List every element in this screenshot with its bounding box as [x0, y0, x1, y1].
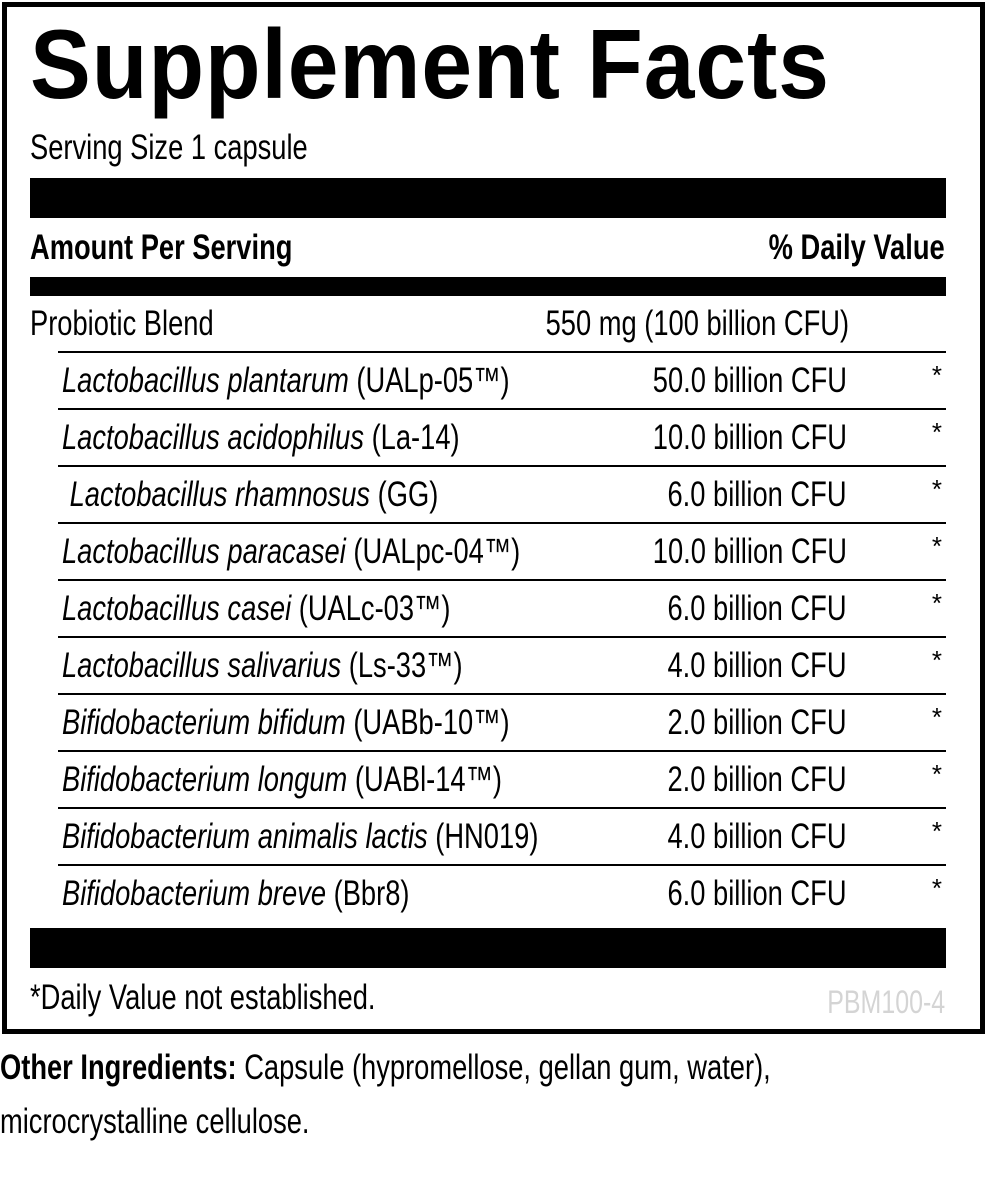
species: Bifidobacterium animalis lactis: [62, 817, 428, 856]
supplement-facts-panel: [2, 2, 985, 1034]
ingredient-amount: 4.0 billion CFU: [617, 817, 847, 857]
amount-per-serving-header: Amount Per Serving: [30, 228, 366, 268]
daily-value-mark: *: [931, 873, 942, 903]
ingredient-row: Lactobacillus plantarum (UALp-05™) 50.0 b…: [30, 353, 946, 410]
serving-size-text: Serving Size 1 capsule: [30, 128, 308, 167]
species: Lactobacillus casei: [62, 589, 292, 628]
ingredient-name: Lactobacillus paracasei (UALpc-04™): [62, 532, 650, 572]
ingredient-name: Bifidobacterium animalis lactis (HN019): [62, 817, 673, 857]
other-ingredients-line2: microcrystalline cellulose.: [0, 1102, 397, 1142]
daily-value-mark: *: [931, 759, 942, 789]
species: Lactobacillus acidophilus: [62, 418, 365, 457]
ingredient-amount: 6.0 billion CFU: [617, 589, 847, 629]
ingredient-amount: 2.0 billion CFU: [617, 760, 847, 800]
strain: (UALc-03™): [291, 589, 451, 628]
daily-value-mark: *: [931, 360, 942, 390]
ingredient-name: Bifidobacterium breve (Bbr8): [62, 874, 507, 914]
product-code: PBM100-4: [794, 984, 945, 1021]
ingredient-row: Bifidobacterium longum (UABl-14™) 2.0 bil…: [30, 752, 946, 809]
amount-text: 2.0 billion CFU: [667, 760, 847, 799]
ingredient-row: Lactobacillus paracasei (UALpc-04™) 10.0 …: [30, 524, 946, 581]
strain: (UABb-10™): [345, 703, 510, 742]
strain: (GG): [370, 475, 439, 514]
ingredient-amount: 6.0 billion CFU: [617, 475, 847, 515]
daily-value-header: % Daily Value: [719, 228, 945, 268]
strain: (UALp-05™): [348, 361, 510, 400]
other-ingredients: Other Ingredients: Capsule (hypromellose…: [0, 1048, 987, 1088]
thick-divider: [30, 178, 946, 218]
species: Bifidobacterium breve: [62, 874, 327, 913]
species: Lactobacillus salivarius: [62, 646, 342, 685]
ingredient-name: Lactobacillus salivarius (Ls-33™): [62, 646, 576, 686]
amount-header-text: Amount Per Serving: [30, 228, 293, 267]
ingredient-amount: 10.0 billion CFU: [598, 418, 847, 458]
thick-divider-bottom: [30, 928, 946, 968]
other-ingredients-label: Other Ingredients:: [0, 1048, 237, 1087]
blend-name-text: Probiotic Blend: [30, 304, 214, 343]
ingredient-row: Bifidobacterium bifidum (UABb-10™) 2.0 bi…: [30, 695, 946, 752]
ingredient-row: Lactobacillus casei (UALc-03™) 6.0 billio…: [30, 581, 946, 638]
strain: (UALpc-04™): [345, 532, 521, 571]
ingredient-amount: 6.0 billion CFU: [617, 874, 847, 914]
species: Lactobacillus rhamnosus: [62, 475, 371, 514]
footnote-text: *Daily Value not established.: [30, 978, 376, 1017]
daily-value-mark: *: [931, 474, 942, 504]
amount-text: 6.0 billion CFU: [667, 874, 847, 913]
strain: (La-14): [364, 418, 460, 457]
ingredient-name: Bifidobacterium longum (UABl-14™): [62, 760, 626, 800]
daily-value-mark: *: [931, 645, 942, 675]
strain: (HN019): [427, 817, 539, 856]
ingredient-name: Lactobacillus plantarum (UALp-05™): [62, 361, 636, 401]
ingredient-name: Lactobacillus acidophilus (La-14): [62, 418, 572, 458]
amount-text: 6.0 billion CFU: [667, 475, 847, 514]
daily-value-mark: *: [931, 588, 942, 618]
strain: (Bbr8): [326, 874, 410, 913]
species: Bifidobacterium bifidum: [62, 703, 346, 742]
footnote: *Daily Value not established.: [30, 978, 473, 1018]
blend-amount-text: 550 mg (100 billion CFU): [545, 304, 849, 343]
amount-text: 4.0 billion CFU: [667, 646, 847, 685]
species: Lactobacillus plantarum: [62, 361, 349, 400]
other-ingredients-text: Capsule (hypromellose, gellan gum, water…: [236, 1048, 771, 1087]
strain: (Ls-33™): [341, 646, 463, 685]
ingredient-amount: 4.0 billion CFU: [617, 646, 847, 686]
panel-title: Supplement Facts: [30, 8, 890, 121]
blend-amount: 550 mg (100 billion CFU): [460, 304, 849, 344]
daily-value-mark: *: [931, 417, 942, 447]
ingredient-row: Bifidobacterium animalis lactis (HN019) 4…: [30, 809, 946, 866]
species: Lactobacillus paracasei: [62, 532, 346, 571]
ingredient-row: Lactobacillus salivarius (Ls-33™) 4.0 bil…: [30, 638, 946, 695]
serving-size: Serving Size 1 capsule: [30, 128, 386, 168]
amount-text: 10.0 billion CFU: [652, 418, 847, 457]
ingredient-name: Bifidobacterium bifidum (UABb-10™): [62, 703, 636, 743]
amount-text: 6.0 billion CFU: [667, 589, 847, 628]
amount-text: 2.0 billion CFU: [667, 703, 847, 742]
ingredient-row: Lactobacillus rhamnosus (GG) 6.0 billion …: [30, 467, 946, 524]
ingredient-amount: 50.0 billion CFU: [598, 361, 847, 401]
blend-row: Probiotic Blend 550 mg (100 billion CFU): [30, 296, 946, 353]
title-text: Supplement Facts: [30, 9, 830, 119]
amount-text: 4.0 billion CFU: [667, 817, 847, 856]
other-ingredients-text2: microcrystalline cellulose.: [0, 1102, 310, 1141]
ingredient-name: Lactobacillus rhamnosus (GG): [62, 475, 544, 515]
daily-value-mark: *: [931, 816, 942, 846]
dv-header-text: % Daily Value: [768, 228, 945, 267]
daily-value-mark: *: [931, 531, 942, 561]
amount-text: 50.0 billion CFU: [652, 361, 847, 400]
strain: (UABl-14™): [347, 760, 503, 799]
ingredient-amount: 2.0 billion CFU: [617, 703, 847, 743]
ingredient-amount: 10.0 billion CFU: [598, 532, 847, 572]
blend-name: Probiotic Blend: [30, 304, 265, 344]
ingredient-row: Bifidobacterium breve (Bbr8) 6.0 billion …: [30, 866, 946, 923]
ingredient-row: Lactobacillus acidophilus (La-14) 10.0 bi…: [30, 410, 946, 467]
daily-value-mark: *: [931, 702, 942, 732]
species: Bifidobacterium longum: [62, 760, 348, 799]
ingredient-name: Lactobacillus casei (UALc-03™): [62, 589, 560, 629]
amount-text: 10.0 billion CFU: [652, 532, 847, 571]
medium-divider: [30, 277, 946, 296]
product-code-text: PBM100-4: [827, 984, 945, 1020]
